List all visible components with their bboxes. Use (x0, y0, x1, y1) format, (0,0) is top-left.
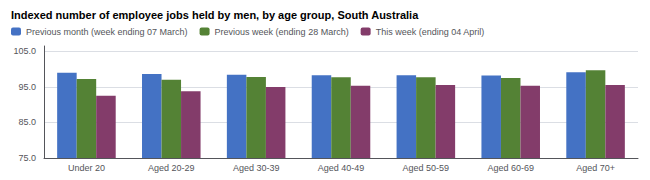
svg-text:Aged 40-49: Aged 40-49 (318, 163, 365, 173)
svg-text:Under 20: Under 20 (68, 163, 105, 173)
svg-text:95.0: 95.0 (18, 82, 36, 92)
svg-text:105.0: 105.0 (13, 46, 36, 56)
svg-text:Aged 60-69: Aged 60-69 (487, 163, 534, 173)
svg-text:75.0: 75.0 (18, 153, 36, 163)
svg-text:Indexed number of employee job: Indexed number of employee jobs held by … (11, 9, 419, 21)
svg-text:85.0: 85.0 (18, 117, 36, 127)
svg-text:Previous month (week ending 07: Previous month (week ending 07 March) (26, 27, 188, 37)
svg-text:Aged 20-29: Aged 20-29 (148, 163, 195, 173)
svg-text:Aged 50-59: Aged 50-59 (403, 163, 450, 173)
svg-text:Previous week (ending 28 March: Previous week (ending 28 March) (215, 27, 349, 37)
svg-text:This week (ending 04 April): This week (ending 04 April) (376, 27, 485, 37)
svg-text:Aged 70+: Aged 70+ (576, 163, 615, 173)
svg-text:Aged 30-39: Aged 30-39 (233, 163, 280, 173)
